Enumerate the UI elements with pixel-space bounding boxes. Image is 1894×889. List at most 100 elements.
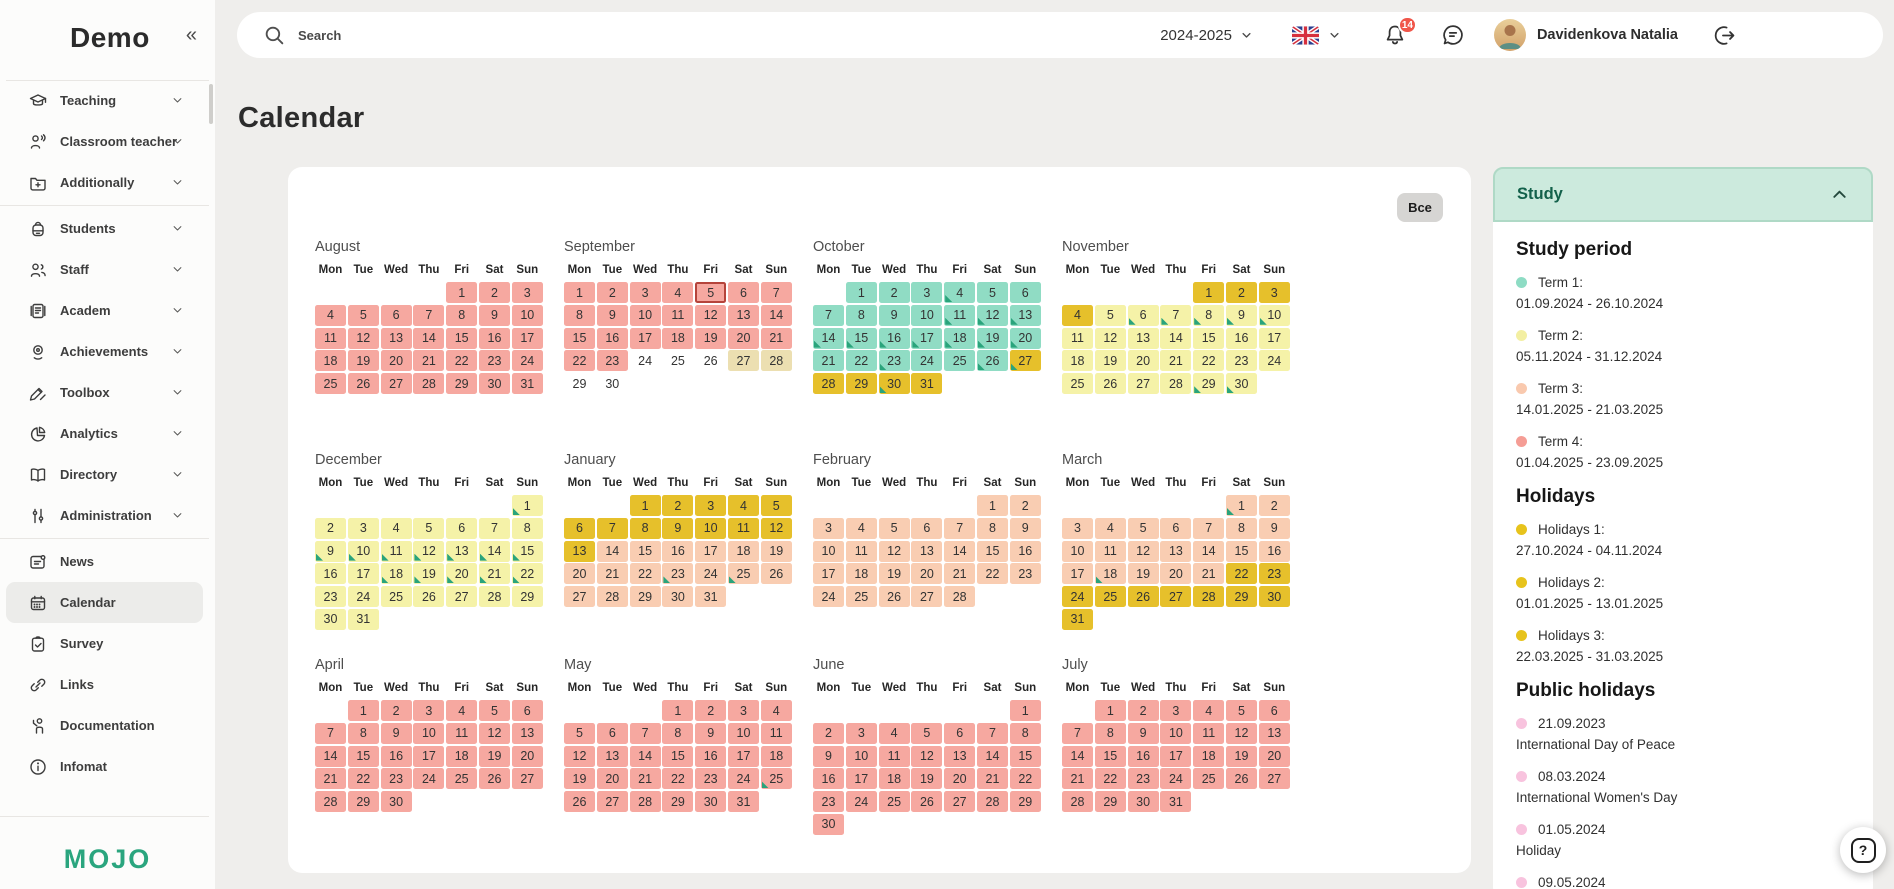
day-cell[interactable]: 11 xyxy=(1193,722,1225,744)
day-cell[interactable]: 19 xyxy=(1094,350,1126,372)
day-cell[interactable]: 1 xyxy=(446,282,478,303)
day-cell[interactable]: 4 xyxy=(1193,700,1225,721)
day-cell[interactable]: 9 xyxy=(695,722,727,744)
day-cell[interactable]: 21 xyxy=(944,563,976,585)
sidebar-item-classroom-teacher[interactable]: Classroom teacher xyxy=(6,121,203,162)
day-cell[interactable]: 28 xyxy=(1160,373,1192,395)
day-cell[interactable]: 19 xyxy=(564,768,595,790)
day-cell[interactable]: 11 xyxy=(845,540,877,562)
help-button[interactable]: ? xyxy=(1840,827,1886,873)
day-cell[interactable]: 8 xyxy=(1225,517,1257,539)
day-cell[interactable]: 13 xyxy=(596,745,628,767)
day-cell[interactable]: 25 xyxy=(845,586,877,608)
day-cell[interactable]: 5 xyxy=(976,282,1008,303)
day-cell[interactable]: 23 xyxy=(813,791,844,813)
day-cell[interactable]: 13 xyxy=(380,327,412,349)
day-cell[interactable]: 18 xyxy=(1193,745,1225,767)
day-cell[interactable]: 16 xyxy=(596,327,628,349)
day-cell[interactable]: 4 xyxy=(315,304,346,326)
day-cell[interactable]: 9 xyxy=(315,540,346,562)
day-cell[interactable]: 8 xyxy=(629,517,661,539)
day-cell[interactable]: 28 xyxy=(629,791,661,813)
day-cell[interactable]: 12 xyxy=(1127,540,1159,562)
day-cell[interactable]: 20 xyxy=(1258,745,1290,767)
day-cell[interactable]: 29 xyxy=(662,791,694,813)
day-cell[interactable]: 21 xyxy=(596,563,628,585)
day-cell[interactable]: 29 xyxy=(1009,791,1041,813)
day-cell[interactable]: 8 xyxy=(662,722,694,744)
day-cell[interactable]: 2 xyxy=(1225,282,1257,303)
day-cell[interactable]: 30 xyxy=(1127,791,1159,813)
day-cell[interactable]: 4 xyxy=(727,495,759,516)
day-cell[interactable]: 30 xyxy=(813,813,844,835)
day-cell[interactable]: 15 xyxy=(511,540,543,562)
day-cell[interactable]: 5 xyxy=(1094,304,1126,326)
day-cell[interactable]: 29 xyxy=(845,373,877,395)
day-cell[interactable]: 14 xyxy=(1062,745,1093,767)
day-cell[interactable]: 17 xyxy=(413,745,445,767)
sidebar-item-directory[interactable]: Directory xyxy=(6,454,203,495)
study-panel-header[interactable]: Study xyxy=(1493,167,1873,222)
day-cell[interactable]: 15 xyxy=(446,327,478,349)
day-cell[interactable]: 30 xyxy=(662,586,694,608)
day-cell[interactable]: 27 xyxy=(944,791,976,813)
day-cell[interactable]: 19 xyxy=(413,563,445,585)
sidebar-item-students[interactable]: Students xyxy=(6,208,203,249)
day-cell[interactable]: 15 xyxy=(845,327,877,349)
day-cell[interactable]: 7 xyxy=(976,722,1008,744)
day-cell[interactable]: 23 xyxy=(662,563,694,585)
day-cell[interactable]: 21 xyxy=(629,768,661,790)
day-cell[interactable]: 26 xyxy=(760,563,792,585)
day-cell[interactable]: 28 xyxy=(1193,586,1225,608)
day-cell[interactable]: 30 xyxy=(478,373,510,395)
day-cell[interactable]: 7 xyxy=(596,517,628,539)
day-cell[interactable]: 6 xyxy=(1160,517,1192,539)
day-cell[interactable]: 7 xyxy=(813,304,844,326)
day-cell[interactable]: 5 xyxy=(564,722,595,744)
day-cell[interactable]: 18 xyxy=(380,563,412,585)
day-cell[interactable]: 2 xyxy=(1127,700,1159,721)
day-cell[interactable]: 5 xyxy=(413,517,445,539)
sidebar-item-achievements[interactable]: Achievements xyxy=(6,331,203,372)
day-cell[interactable]: 6 xyxy=(596,722,628,744)
day-cell[interactable]: 20 xyxy=(511,745,543,767)
day-cell[interactable]: 3 xyxy=(1062,517,1093,539)
day-cell[interactable]: 3 xyxy=(413,700,445,721)
day-cell[interactable]: 6 xyxy=(727,282,759,303)
day-cell[interactable]: 27 xyxy=(1258,768,1290,790)
day-cell[interactable]: 28 xyxy=(813,373,844,395)
day-cell[interactable]: 13 xyxy=(564,540,595,562)
day-cell[interactable]: 1 xyxy=(347,700,379,721)
logout-icon[interactable] xyxy=(1712,23,1737,48)
day-cell[interactable]: 6 xyxy=(380,304,412,326)
day-cell[interactable]: 3 xyxy=(695,495,727,516)
day-cell[interactable]: 23 xyxy=(478,350,510,372)
day-cell[interactable]: 10 xyxy=(845,745,877,767)
day-cell[interactable]: 14 xyxy=(976,745,1008,767)
day-cell[interactable]: 9 xyxy=(1225,304,1257,326)
day-cell[interactable]: 21 xyxy=(813,350,844,372)
day-cell[interactable]: 25 xyxy=(878,791,910,813)
day-cell[interactable]: 19 xyxy=(347,350,379,372)
day-cell[interactable]: 1 xyxy=(1094,700,1126,721)
day-cell[interactable]: 24 xyxy=(911,350,943,372)
day-cell[interactable]: 6 xyxy=(944,722,976,744)
day-cell[interactable]: 26 xyxy=(413,586,445,608)
day-cell[interactable]: 18 xyxy=(1094,563,1126,585)
day-cell[interactable]: 23 xyxy=(596,350,628,372)
sidebar-item-calendar[interactable]: Calendar xyxy=(6,582,203,623)
sidebar-item-documentation[interactable]: Documentation xyxy=(6,705,203,746)
day-cell[interactable]: 10 xyxy=(629,304,661,326)
day-cell[interactable]: 21 xyxy=(760,327,792,349)
day-cell[interactable]: 4 xyxy=(845,517,877,539)
day-cell[interactable]: 17 xyxy=(511,327,543,349)
day-cell[interactable]: 25 xyxy=(727,563,759,585)
day-cell[interactable]: 14 xyxy=(413,327,445,349)
day-cell[interactable]: 24 xyxy=(813,586,844,608)
day-cell[interactable]: 23 xyxy=(695,768,727,790)
day-cell[interactable]: 30 xyxy=(1225,373,1257,395)
day-cell[interactable]: 13 xyxy=(446,540,478,562)
day-cell[interactable]: 3 xyxy=(727,700,759,721)
search-bar[interactable] xyxy=(263,24,518,47)
day-cell[interactable]: 19 xyxy=(1127,563,1159,585)
